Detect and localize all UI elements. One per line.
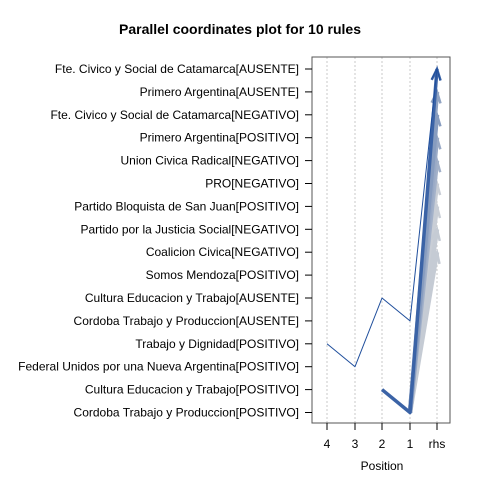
y-tick-label: Somos Mendoza[POSITIVO] bbox=[146, 268, 299, 282]
rule-arrowhead bbox=[430, 67, 441, 81]
y-tick-label: Primero Argentina[AUSENTE] bbox=[140, 85, 299, 99]
chart-title: Parallel coordinates plot for 10 rules bbox=[119, 21, 361, 37]
rule-line bbox=[326, 68, 438, 368]
rule-arrowhead bbox=[429, 225, 441, 242]
x-tick-label: 2 bbox=[379, 437, 386, 451]
rule-arrowhead bbox=[429, 248, 441, 265]
y-tick-label: Partido por la Justicia Social[NEGATIVO] bbox=[80, 222, 299, 236]
y-tick-label: Partido Bloquista de San Juan[POSITIVO] bbox=[74, 199, 299, 213]
y-tick-label: Union Civica Radical[NEGATIVO] bbox=[121, 154, 300, 168]
y-tick-label: Federal Unidos por una Nueva Argentina[P… bbox=[18, 360, 299, 374]
y-tick-label: PRO[NEGATIVO] bbox=[205, 177, 299, 191]
y-tick-label: Cordoba Trabajo y Produccion[POSITIVO] bbox=[74, 406, 299, 420]
rule-lines bbox=[326, 65, 442, 415]
y-tick-label: Cordoba Trabajo y Produccion[AUSENTE] bbox=[74, 314, 299, 328]
x-tick-label: 1 bbox=[407, 437, 414, 451]
x-axis-label: Position bbox=[361, 459, 404, 473]
x-tick-label: 4 bbox=[324, 437, 331, 451]
y-tick-label: Cultura Educacion y Trabajo[POSITIVO] bbox=[85, 383, 299, 397]
x-tick-label: rhs bbox=[429, 437, 446, 451]
grid-lines bbox=[326, 57, 438, 423]
y-tick-label: Primero Argentina[POSITIVO] bbox=[140, 131, 299, 145]
y-tick-label: Fte. Civico y Social de Catamarca[NEGATI… bbox=[50, 108, 299, 122]
y-tick-label: Coalicion Civica[NEGATIVO] bbox=[146, 245, 299, 259]
y-tick-label: Fte. Civico y Social de Catamarca[AUSENT… bbox=[55, 62, 299, 76]
plot-frame bbox=[311, 56, 451, 424]
rule-line bbox=[380, 68, 439, 415]
x-axis: 4 3 2 1 rhs bbox=[324, 423, 446, 451]
y-axis: Fte. Civico y Social de Catamarca[AUSENT… bbox=[18, 62, 312, 420]
y-tick-label: Trabajo y Dignidad[POSITIVO] bbox=[135, 337, 299, 351]
x-tick-label: 3 bbox=[352, 437, 359, 451]
y-tick-label: Cultura Educacion y Trabajo[AUSENTE] bbox=[85, 291, 299, 305]
